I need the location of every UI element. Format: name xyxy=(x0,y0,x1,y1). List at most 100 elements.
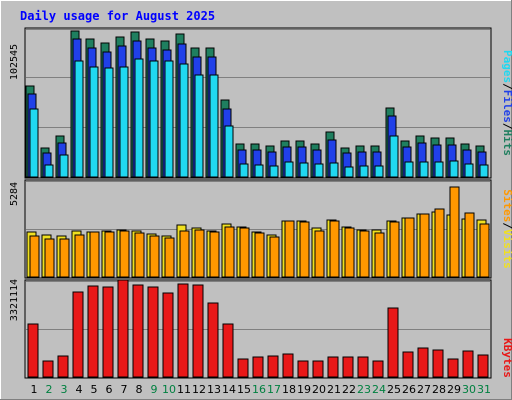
bar-kbytes-day-19 xyxy=(297,360,309,378)
bar-pages-day-21 xyxy=(329,162,339,178)
bar-kbytes-day-6 xyxy=(102,286,114,378)
bar-kbytes-day-26 xyxy=(402,351,414,378)
bar-kbytes-day-3 xyxy=(57,355,69,378)
bar-sites-day-9 xyxy=(149,235,160,278)
day-label: 2 xyxy=(46,383,53,396)
bar-kbytes-day-24 xyxy=(372,360,384,378)
bar-kbytes-day-15 xyxy=(237,358,249,378)
bar-sites-day-25 xyxy=(389,221,400,278)
bar-sites-day-21 xyxy=(329,220,340,278)
day-label: 12 xyxy=(192,383,206,396)
bar-sites-day-13 xyxy=(209,231,220,278)
bar-pages-day-24 xyxy=(374,165,384,178)
day-label: 10 xyxy=(162,383,176,396)
chart-bars xyxy=(25,29,490,378)
bar-kbytes-day-8 xyxy=(132,284,144,378)
bar-pages-day-8 xyxy=(134,58,144,178)
bar-kbytes-day-16 xyxy=(252,356,264,378)
bar-sites-day-3 xyxy=(59,238,70,278)
bar-kbytes-day-10 xyxy=(162,292,174,378)
day-label: 6 xyxy=(106,383,113,396)
bar-kbytes-day-14 xyxy=(222,323,234,378)
bar-pages-day-16 xyxy=(254,164,264,178)
bar-pages-day-4 xyxy=(74,60,84,178)
day-label: 19 xyxy=(297,383,311,396)
day-label: 13 xyxy=(207,383,221,396)
bar-pages-day-23 xyxy=(359,165,369,178)
bar-kbytes-day-5 xyxy=(87,285,99,378)
bar-sites-day-1 xyxy=(29,235,40,278)
bar-kbytes-day-17 xyxy=(267,355,279,378)
bar-pages-day-26 xyxy=(404,161,414,178)
bar-sites-day-6 xyxy=(104,231,115,278)
bar-sites-day-22 xyxy=(344,227,355,278)
legend-pages: Pages xyxy=(501,50,512,83)
bar-sites-day-16 xyxy=(254,232,265,278)
bar-pages-day-2 xyxy=(44,164,54,178)
legend-separator: / xyxy=(501,123,512,130)
visits-ymax-label: 5284 xyxy=(9,182,20,206)
kbytes-ymax-label: 3321114 xyxy=(9,279,20,321)
bar-sites-day-19 xyxy=(299,221,310,278)
bar-kbytes-day-11 xyxy=(177,283,189,378)
bar-sites-day-12 xyxy=(194,229,205,278)
bar-sites-day-2 xyxy=(44,238,55,278)
day-label: 28 xyxy=(432,383,446,396)
bar-kbytes-day-9 xyxy=(147,286,159,378)
day-labels: 1 2 3 4 5 6 7 8 9 10 11 12 13 14 15 16 17 18 19 20 21 22 23 24 2… xyxy=(31,383,492,396)
bar-pages-day-31 xyxy=(479,164,489,178)
bar-sites-day-7 xyxy=(119,230,130,278)
bar-sites-day-14 xyxy=(224,226,235,278)
bar-sites-day-11 xyxy=(179,230,190,278)
bar-sites-day-4 xyxy=(74,234,85,278)
bar-pages-day-17 xyxy=(269,165,279,178)
bar-pages-day-18 xyxy=(284,161,294,178)
bar-sites-day-17 xyxy=(269,236,280,278)
bar-kbytes-day-22 xyxy=(342,356,354,378)
day-label: 16 xyxy=(252,383,266,396)
bar-pages-day-7 xyxy=(119,66,129,178)
legend-hits: Hits xyxy=(501,130,512,157)
legend-separator: / xyxy=(501,83,512,90)
bar-kbytes-day-2 xyxy=(42,360,54,378)
bar-sites-day-10 xyxy=(164,237,175,278)
bar-pages-day-13 xyxy=(209,74,219,178)
day-label: 18 xyxy=(282,383,296,396)
day-label: 22 xyxy=(342,383,356,396)
bar-kbytes-day-4 xyxy=(72,291,84,378)
bar-sites-day-28 xyxy=(434,208,445,278)
hits-ymax-label: 102545 xyxy=(9,44,20,80)
day-label: 8 xyxy=(136,383,143,396)
bar-pages-day-11 xyxy=(179,63,189,178)
bar-sites-day-29 xyxy=(449,186,460,278)
bar-pages-day-6 xyxy=(104,67,114,178)
bar-sites-day-30 xyxy=(464,212,475,278)
legend-sites: Sites xyxy=(501,189,512,222)
bar-sites-day-8 xyxy=(134,232,145,278)
legend-kbytes: KBytes xyxy=(501,338,512,378)
bar-pages-day-9 xyxy=(149,60,159,178)
day-label: 26 xyxy=(402,383,416,396)
day-label: 23 xyxy=(357,383,371,396)
bar-pages-day-22 xyxy=(344,166,354,178)
bar-pages-day-12 xyxy=(194,74,204,178)
bar-pages-day-19 xyxy=(299,162,309,178)
day-label: 15 xyxy=(237,383,251,396)
bar-kbytes-day-29 xyxy=(447,358,459,378)
bar-kbytes-day-20 xyxy=(312,360,324,378)
bar-kbytes-day-28 xyxy=(432,349,444,378)
bar-pages-day-25 xyxy=(389,135,399,178)
bar-kbytes-day-27 xyxy=(417,347,429,378)
legend-separator: / xyxy=(501,222,512,229)
legend-sites-visits: Sites/Visits xyxy=(501,189,512,269)
bar-sites-day-15 xyxy=(239,227,250,278)
bar-kbytes-day-1 xyxy=(27,323,39,378)
bar-pages-day-28 xyxy=(434,161,444,178)
bar-pages-day-15 xyxy=(239,163,249,178)
bar-sites-day-23 xyxy=(359,230,370,278)
day-label: 3 xyxy=(61,383,68,396)
bar-kbytes-day-25 xyxy=(387,307,399,378)
bar-kbytes-day-30 xyxy=(462,350,474,378)
day-label: 17 xyxy=(267,383,281,396)
